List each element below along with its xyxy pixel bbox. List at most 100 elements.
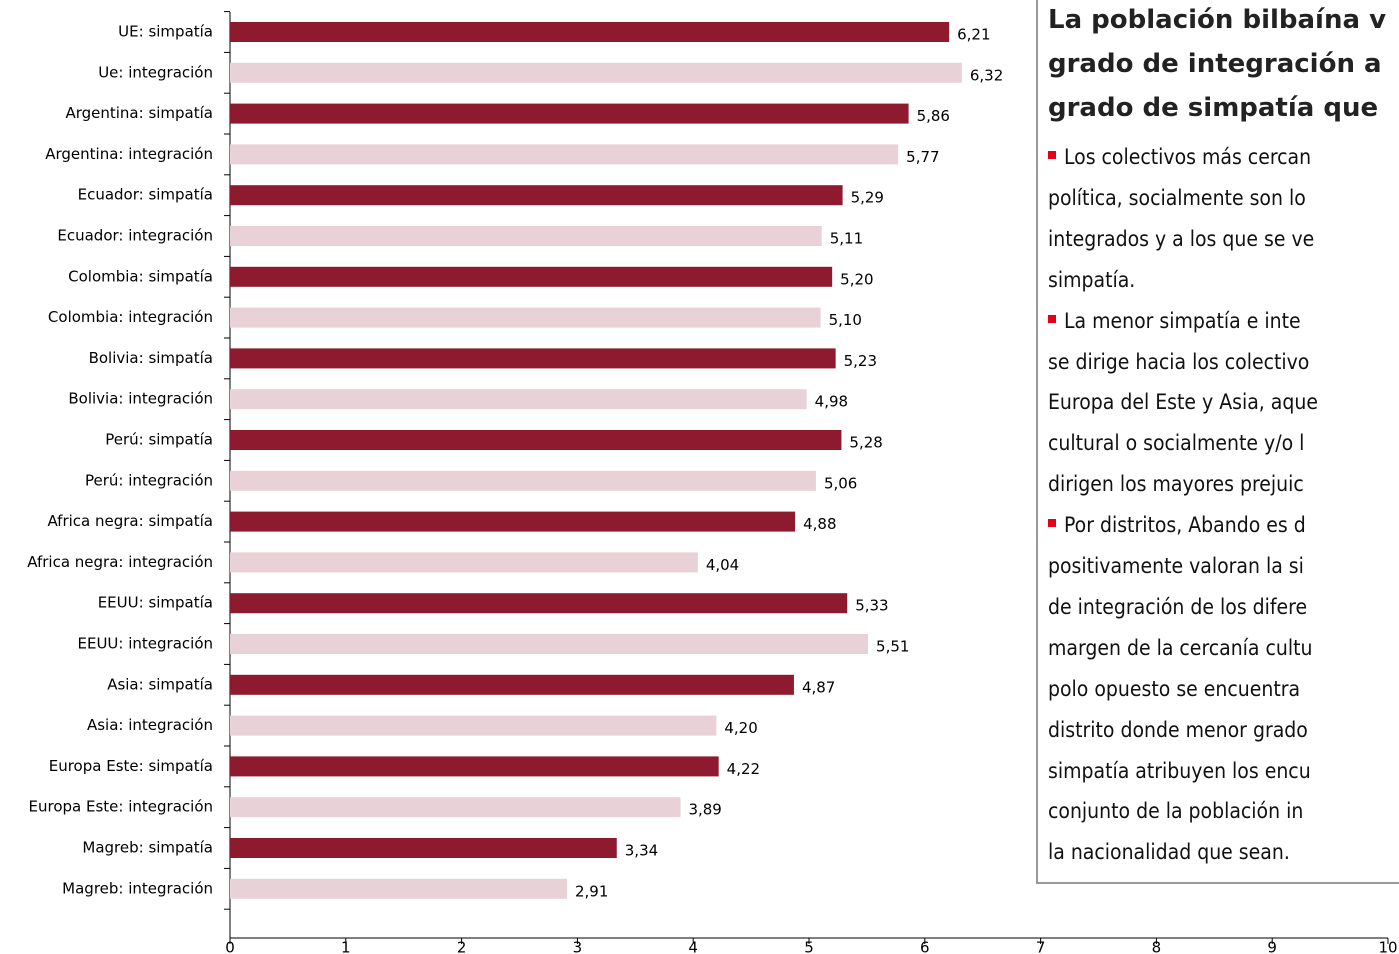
y-tick-label: EEUU: simpatía — [98, 594, 213, 612]
y-tick-label: Colombia: simpatía — [68, 267, 213, 285]
body-line: distrito donde menor grado — [1048, 717, 1308, 743]
bar — [230, 389, 807, 410]
x-tick-label: 4 — [688, 939, 698, 954]
y-tick-label: Europa Este: integración — [29, 798, 213, 816]
body-line: margen de la cercanía cultu — [1048, 635, 1313, 661]
value-label: 2,91 — [575, 882, 608, 900]
title-line: La población bilbaína v — [1048, 5, 1386, 35]
body-line: política, socialmente son lo — [1048, 185, 1306, 211]
value-label: 5,51 — [876, 638, 909, 656]
bar — [230, 103, 909, 124]
x-tick-label: 3 — [573, 939, 583, 954]
y-tick-label: Argentina: simpatía — [65, 104, 213, 122]
text: integrados y a los que se ve — [1048, 226, 1315, 251]
text: política, socialmente son lo — [1048, 185, 1306, 210]
text: simpatía atribuyen los encu — [1048, 758, 1311, 783]
y-tick-label: Argentina: integración — [45, 145, 213, 163]
bullet — [1048, 314, 1056, 323]
text: La población bilbaína v — [1048, 5, 1387, 35]
y-tick-label: EEUU: integración — [78, 635, 214, 653]
value-label: 5,29 — [851, 189, 884, 207]
body-line: Por distritos, Abando es d — [1048, 512, 1306, 538]
body-line: polo opuesto se encuentra — [1048, 676, 1300, 702]
value-label: 6,21 — [957, 26, 990, 44]
x-tick-label: 2 — [457, 939, 467, 954]
value-label: 5,23 — [844, 352, 877, 370]
text: positivamente valoran la si — [1048, 554, 1304, 578]
text: polo opuesto se encuentra — [1048, 676, 1301, 701]
value-label: 6,32 — [970, 66, 1003, 84]
bar — [230, 878, 567, 899]
value-label: 5,33 — [855, 597, 888, 615]
body-line: La menor simpatía e inte — [1048, 308, 1301, 334]
bar — [230, 226, 822, 246]
value-label: 5,86 — [917, 107, 950, 125]
value-label: 5,10 — [829, 311, 862, 329]
y-tick-label: Ecuador: integración — [57, 227, 213, 245]
bar — [230, 470, 816, 491]
title-line: grado de integración a — [1048, 49, 1382, 79]
x-tick-label: 1 — [341, 939, 351, 954]
text: se dirige hacia los colectivo — [1048, 349, 1310, 374]
text: conjunto de la población in — [1048, 799, 1304, 824]
text: de integración de los difere — [1048, 594, 1308, 619]
bar — [230, 185, 843, 206]
bar — [230, 634, 869, 654]
body-line: la nacionalidad que sean. — [1048, 839, 1290, 865]
body-line: Europa del Este y Asia, aque — [1048, 389, 1318, 415]
x-tick-label: 8 — [1152, 939, 1162, 954]
body-line: positivamente valoran la si — [1048, 553, 1304, 579]
body-line: cultural o socialmente y/o l — [1048, 430, 1304, 456]
value-label: 5,06 — [824, 474, 857, 492]
value-label: 4,87 — [802, 678, 835, 696]
bar — [230, 22, 950, 42]
y-tick-label: Perú: integración — [85, 471, 213, 489]
bullet — [1048, 519, 1056, 528]
text: distrito donde menor grado — [1048, 717, 1308, 742]
y-tick-label: Asia: simpatía — [107, 675, 213, 693]
bar — [230, 430, 842, 450]
value-label: 4,22 — [727, 760, 760, 778]
bar — [230, 348, 836, 369]
bar — [230, 62, 962, 83]
y-tick-label: Africa negra: simpatía — [47, 512, 213, 530]
bar — [230, 552, 698, 573]
value-label: 4,20 — [724, 719, 757, 737]
bar — [230, 715, 717, 736]
body-line: conjunto de la población in — [1048, 798, 1303, 824]
text: la nacionalidad que sean. — [1048, 840, 1290, 865]
bar — [230, 797, 681, 818]
value-label: 5,28 — [849, 434, 882, 452]
y-tick-label: Asia: integración — [87, 716, 213, 734]
text: grado de integración a — [1048, 49, 1382, 79]
value-label: 4,98 — [815, 393, 848, 411]
text-box: La población bilbaína v grado de integrac… — [1036, 0, 1399, 884]
y-tick-label: Bolivia: integración — [68, 390, 213, 408]
bar — [230, 266, 833, 287]
x-tick-label: 6 — [920, 939, 930, 954]
bar — [230, 756, 719, 777]
bar — [230, 593, 848, 614]
body-line: se dirige hacia los colectivo — [1048, 349, 1309, 375]
body-line: integrados y a los que se ve — [1048, 226, 1314, 252]
body-line: simpatía. — [1048, 267, 1135, 293]
text: simpatía. — [1048, 267, 1136, 292]
value-label: 4,88 — [803, 515, 836, 533]
text: grado de simpatía que — [1048, 93, 1379, 123]
body-line: Los colectivos más cercan — [1048, 144, 1311, 170]
text: La menor simpatía e inte — [1064, 308, 1301, 333]
body-line: simpatía atribuyen los encu — [1048, 758, 1311, 784]
value-label: 5,77 — [906, 148, 939, 166]
y-tick-label: Africa negra: integración — [27, 553, 213, 571]
text: Europa del Este y Asia, aque — [1048, 390, 1318, 415]
x-tick-label: 9 — [1267, 939, 1277, 954]
title-line: grado de simpatía que — [1048, 93, 1378, 123]
value-label: 4,04 — [706, 556, 739, 574]
x-tick-label: 0 — [225, 939, 235, 954]
y-tick-label: Ue: integración — [98, 63, 213, 81]
text: Los colectivos más cercan — [1064, 145, 1312, 169]
text: margen de la cercanía cultu — [1048, 635, 1313, 660]
text: Por distritos, Abando es d — [1064, 513, 1306, 538]
value-label: 3,89 — [688, 801, 721, 819]
